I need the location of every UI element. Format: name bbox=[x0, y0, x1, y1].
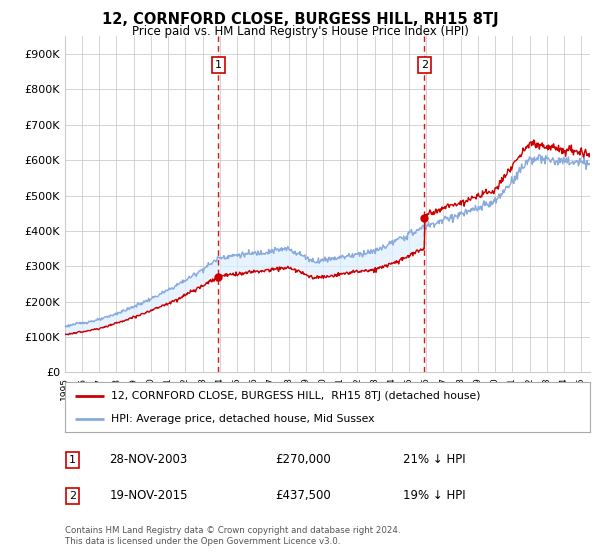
Text: 19-NOV-2015: 19-NOV-2015 bbox=[109, 489, 188, 502]
Text: 28-NOV-2003: 28-NOV-2003 bbox=[109, 453, 188, 466]
Text: 12, CORNFORD CLOSE, BURGESS HILL, RH15 8TJ: 12, CORNFORD CLOSE, BURGESS HILL, RH15 8… bbox=[101, 12, 499, 27]
Text: 2: 2 bbox=[69, 491, 76, 501]
Text: 1: 1 bbox=[215, 60, 222, 69]
Text: 12, CORNFORD CLOSE, BURGESS HILL,  RH15 8TJ (detached house): 12, CORNFORD CLOSE, BURGESS HILL, RH15 8… bbox=[111, 390, 481, 400]
Text: Price paid vs. HM Land Registry's House Price Index (HPI): Price paid vs. HM Land Registry's House … bbox=[131, 25, 469, 38]
Text: HPI: Average price, detached house, Mid Sussex: HPI: Average price, detached house, Mid … bbox=[111, 414, 374, 424]
Text: 2: 2 bbox=[421, 60, 428, 69]
Text: 19% ↓ HPI: 19% ↓ HPI bbox=[403, 489, 466, 502]
Text: 21% ↓ HPI: 21% ↓ HPI bbox=[403, 453, 466, 466]
Text: 1: 1 bbox=[69, 455, 76, 465]
Text: £270,000: £270,000 bbox=[275, 453, 331, 466]
Text: £437,500: £437,500 bbox=[275, 489, 331, 502]
Text: Contains HM Land Registry data © Crown copyright and database right 2024.
This d: Contains HM Land Registry data © Crown c… bbox=[65, 526, 400, 546]
